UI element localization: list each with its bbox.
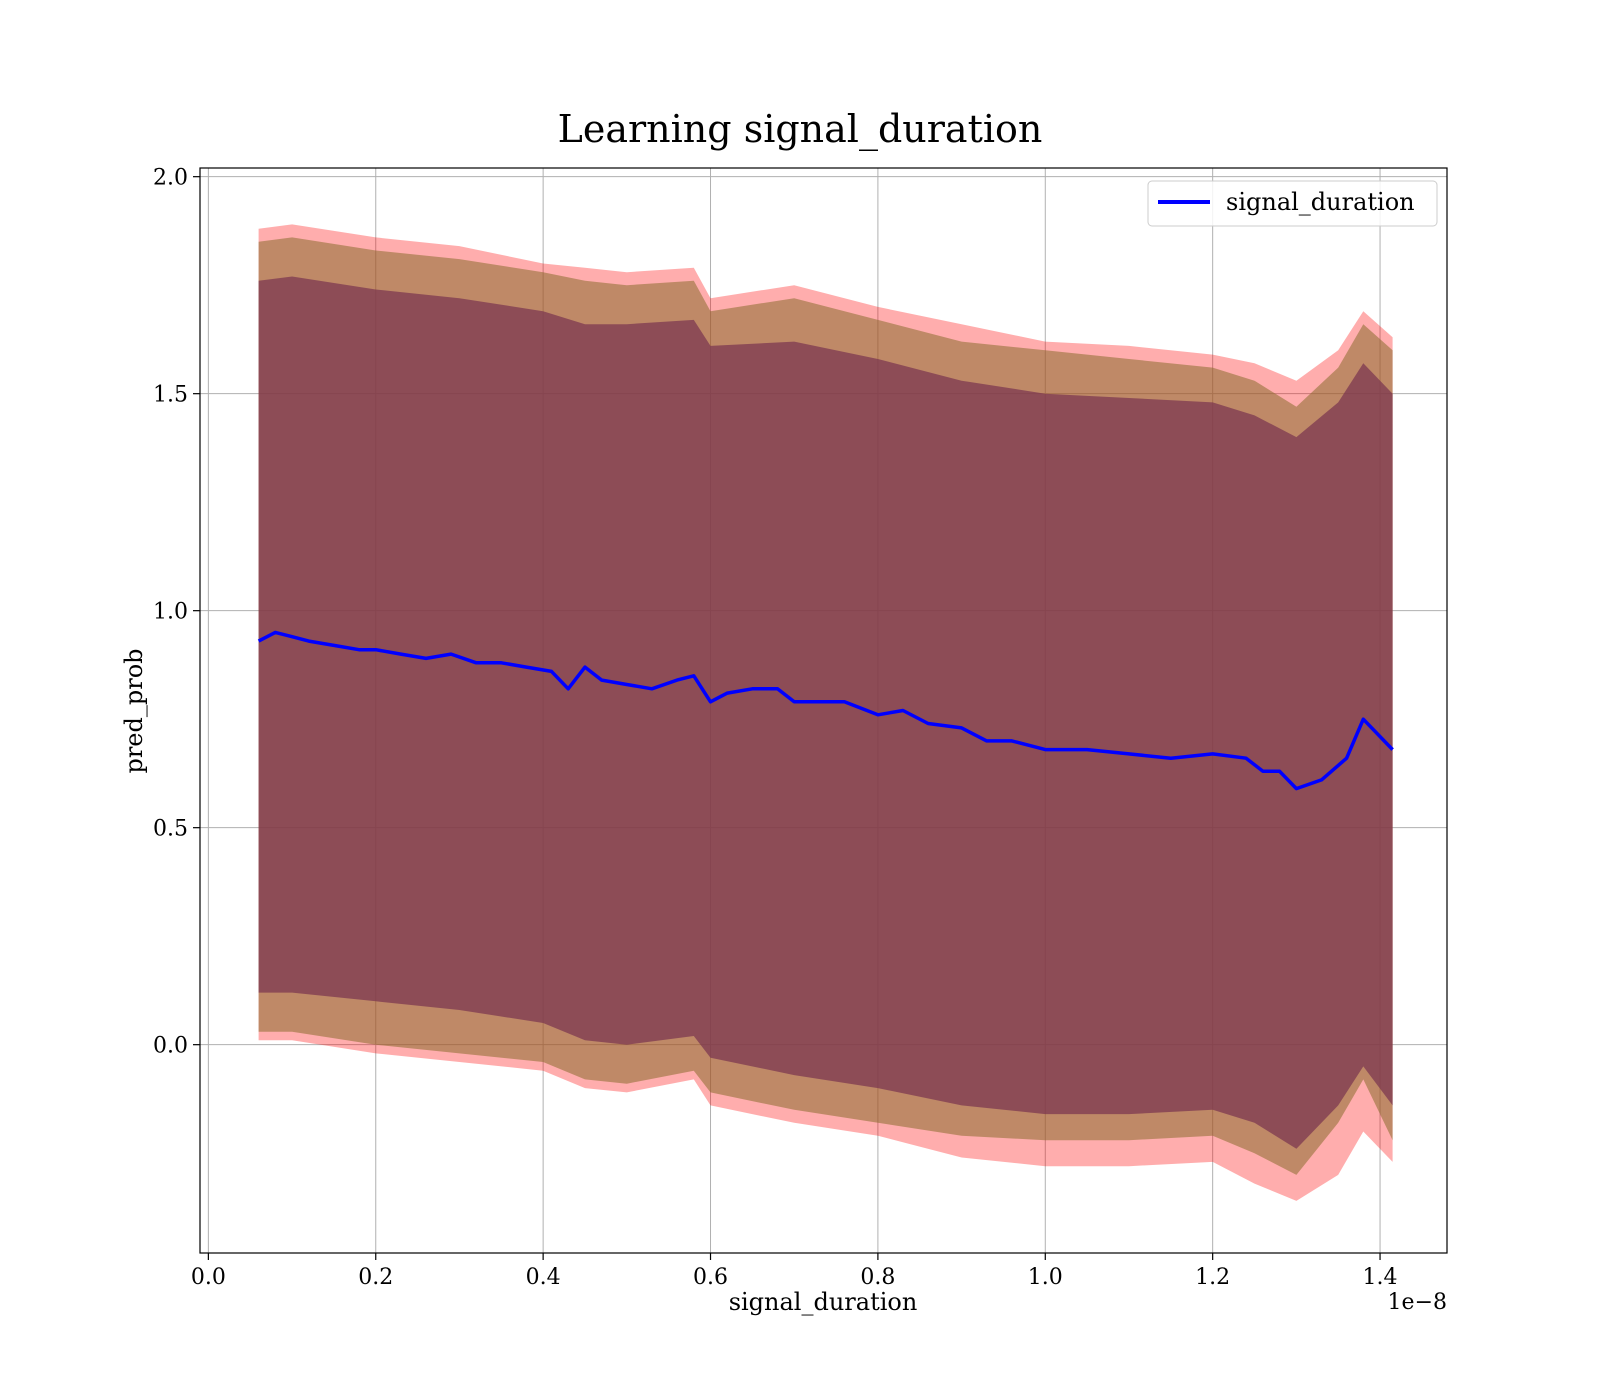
x-tick-label: 0.6 (693, 1265, 728, 1290)
inner-band (258, 276, 1393, 1149)
x-tick-label: 0.8 (860, 1265, 895, 1290)
y-tick-label: 0.0 (153, 1034, 188, 1059)
x-tick-label: 1.0 (1028, 1265, 1063, 1290)
y-axis-label: pred_prob (120, 648, 148, 773)
x-tick-label: 0.0 (191, 1265, 226, 1290)
x-tick-label: 0.2 (358, 1265, 393, 1290)
legend-box (1147, 180, 1438, 227)
legend-label: signal_duration (1226, 188, 1415, 216)
legend: signal_duration (1147, 180, 1438, 227)
x-tick-label: 1.4 (1363, 1265, 1398, 1290)
series-lines (257, 630, 1394, 791)
confidence-bands (258, 224, 1393, 1201)
y-tick-label: 1.5 (153, 383, 188, 408)
plot-frame (199, 167, 1448, 1254)
x-tick-label: 0.4 (526, 1265, 561, 1290)
x-axis-label: signal_duration (729, 1288, 918, 1316)
series-line-signal_duration (257, 630, 1394, 791)
y-tick-label: 0.5 (153, 817, 188, 842)
axis-ticks: 0.0 0.2 0.4 0.6 0.8 1.0 1.2 1.4 0.0 0.5 1.0 1.5 2.0 (153, 166, 1398, 1290)
x-tick-label: 1.2 (1195, 1265, 1230, 1290)
y-tick-label: 2.0 (153, 166, 188, 191)
chart-title: Learning signal_duration (558, 107, 1043, 152)
y-tick-label: 1.0 (153, 600, 188, 625)
x-axis-offset-text: 1e−8 (1388, 1290, 1447, 1315)
